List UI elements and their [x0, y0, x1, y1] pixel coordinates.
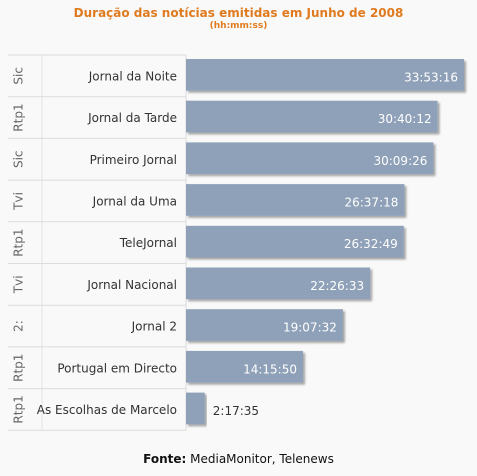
bar — [186, 100, 438, 133]
category-label: Jornal da Noite — [88, 69, 177, 83]
chart-subtitle: (hh:mm:ss) — [209, 21, 268, 31]
bar — [186, 350, 304, 383]
bar — [186, 225, 404, 258]
bar — [186, 309, 343, 341]
value-label: 22:26:33 — [310, 279, 364, 293]
category-label: As Escolhas de Marcelo — [37, 403, 177, 417]
channel-label: Sic — [12, 150, 26, 168]
bar — [186, 184, 405, 216]
bar — [186, 59, 464, 91]
category-label: Jornal da Tarde — [87, 111, 177, 125]
channel-label: Rtp1 — [12, 103, 26, 131]
channel-label: Tvi — [12, 275, 26, 294]
grid-lines — [8, 54, 187, 431]
bars — [186, 59, 464, 425]
source-label: Fonte: — [143, 452, 187, 466]
bar — [186, 392, 205, 425]
value-label: 30:09:26 — [373, 154, 427, 168]
chart-title: Duração das notícias emitidas em Junho d… — [73, 6, 404, 20]
channel-label: Rtp1 — [12, 354, 26, 382]
source-note: Fonte: MediaMonitor, Telenews — [0, 452, 477, 466]
category-label: Portugal em Directo — [57, 361, 177, 375]
bar — [186, 142, 434, 175]
category-label: TeleJornal — [119, 236, 177, 250]
category-label: Jornal 2 — [131, 320, 177, 334]
channel-label: Rtp1 — [12, 229, 26, 257]
channel-label: Sic — [12, 67, 26, 85]
value-label: 14:15:50 — [243, 362, 297, 376]
category-label: Primeiro Jornal — [90, 153, 177, 167]
channel-label: Rtp1 — [12, 395, 26, 423]
value-label: 19:07:32 — [283, 321, 337, 335]
value-label: 26:37:18 — [344, 195, 398, 209]
category-label: Jornal da Uma — [92, 194, 177, 208]
category-label: Jornal Nacional — [86, 278, 177, 292]
value-label: 2:17:35 — [213, 404, 259, 418]
labels: Sic Jornal da Noite 33:53:16 Rtp1 Jornal da … — [12, 67, 459, 424]
source-text: MediaMonitor, Telenews — [190, 452, 334, 466]
channel-label: Tvi — [12, 192, 26, 211]
value-label: 26:32:49 — [344, 237, 398, 251]
value-label: 30:40:12 — [378, 112, 432, 126]
bar — [186, 267, 371, 300]
channel-label: 2: — [12, 320, 26, 332]
value-label: 33:53:16 — [404, 70, 458, 84]
